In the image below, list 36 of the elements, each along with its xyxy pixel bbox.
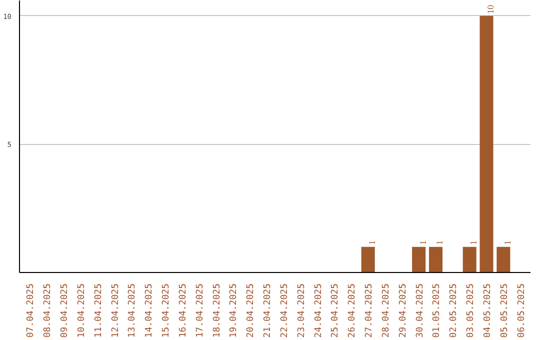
x-tick-label: 20.04.2025 — [246, 283, 256, 338]
x-tick-label: 17.04.2025 — [195, 283, 206, 338]
x-tick-label: 27.04.2025 — [364, 283, 375, 338]
x-tick-label: 30.04.2025 — [415, 283, 426, 338]
x-tick-label: 09.04.2025 — [60, 283, 70, 338]
data-label: 1 — [468, 240, 479, 245]
x-tick-label: 08.04.2025 — [43, 283, 54, 338]
x-tick-label: 10.04.2025 — [76, 283, 87, 338]
x-tick-label: 21.04.2025 — [263, 283, 274, 338]
x-tick-label: 12.04.2025 — [110, 283, 121, 338]
x-tick-label: 24.04.2025 — [314, 283, 324, 338]
x-tick-label: 07.04.2025 — [26, 283, 36, 338]
x-tick-label: 26.04.2025 — [348, 283, 358, 338]
x-tick-label: 28.04.2025 — [381, 283, 392, 338]
x-tick-label: 15.04.2025 — [162, 283, 172, 338]
x-tick-label: 01.05.2025 — [432, 283, 442, 338]
x-tick-label: 16.04.2025 — [178, 283, 188, 338]
x-tick-label: 03.05.2025 — [466, 283, 476, 338]
x-tick-label: 06.05.2025 — [516, 283, 527, 338]
x-tick-label: 02.05.2025 — [449, 283, 460, 338]
x-tick-label: 19.04.2025 — [229, 283, 240, 338]
x-tick-label: 04.05.2025 — [483, 283, 494, 338]
x-tick-label: 25.04.2025 — [330, 283, 341, 338]
data-label: 1 — [502, 240, 512, 245]
x-tick-label: 29.04.2025 — [398, 283, 408, 338]
x-tick-label: 23.04.2025 — [296, 283, 307, 338]
data-label: 1 — [418, 240, 428, 245]
x-tick-label: 13.04.2025 — [128, 283, 138, 338]
x-tick-label: 18.04.2025 — [212, 283, 222, 338]
x-tick-label: 22.04.2025 — [280, 283, 290, 338]
x-tick-label: 05.05.2025 — [500, 283, 510, 338]
data-label: 10 — [486, 4, 496, 14]
x-tick-label: 14.04.2025 — [144, 283, 155, 338]
data-label: 1 — [434, 240, 445, 245]
x-tick-label: 11.04.2025 — [94, 283, 104, 338]
data-label: 1 — [367, 240, 378, 245]
